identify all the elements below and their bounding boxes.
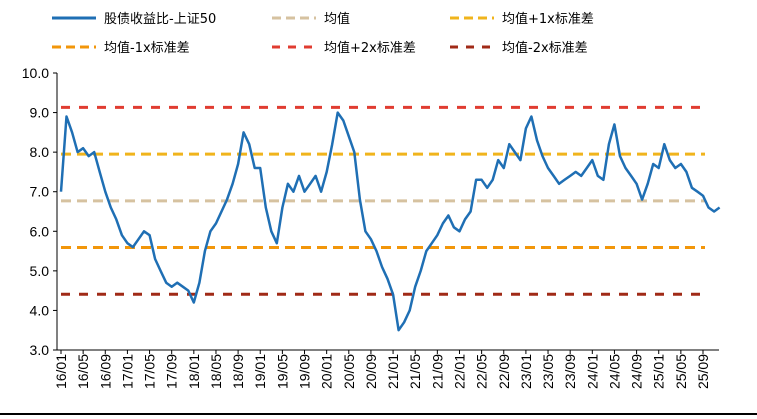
legend-label: 股债收益比-上证50 (104, 12, 216, 27)
series-line-pe-bond-ratio (59, 111, 721, 332)
legend-label: 均值+2x标准差 (324, 40, 416, 56)
x-tick-label: 18/01 (186, 354, 202, 389)
x-tick-label: 21/05 (407, 354, 423, 389)
x-tick-label: 23/01 (518, 354, 534, 389)
x-tick-label: 22/01 (451, 354, 467, 389)
x-tick-label: 21/09 (429, 354, 445, 389)
x-tick-label: 19/01 (252, 354, 268, 389)
x-tick-label: 21/01 (385, 354, 401, 389)
y-tick-label: 6.0 (30, 223, 50, 239)
x-tick-label: 23/09 (562, 354, 578, 389)
x-tick-label: 17/01 (119, 354, 135, 389)
legend-label: 均值 (324, 11, 350, 27)
x-tick-label: 25/05 (673, 354, 689, 389)
x-tick-label: 17/09 (164, 354, 180, 389)
x-tick-label: 20/05 (341, 354, 357, 389)
y-tick-label: 5.0 (30, 263, 50, 279)
x-tick-label: 23/05 (540, 354, 556, 389)
y-tick-label: 7.0 (30, 184, 50, 200)
x-tick-label: 18/05 (208, 354, 224, 389)
x-tick-label: 16/01 (53, 354, 69, 389)
x-tick-label: 16/09 (97, 354, 113, 389)
x-tick-label: 19/05 (274, 354, 290, 389)
x-tick-label: 20/09 (363, 354, 379, 389)
x-tick-label: 24/05 (606, 354, 622, 389)
legend-label: 均值-1x标准差 (104, 40, 190, 56)
y-tick-label: 10.0 (22, 65, 49, 81)
y-tick-label: 8.0 (30, 144, 50, 160)
x-tick-label: 22/05 (474, 354, 490, 389)
x-tick-label: 25/09 (695, 354, 711, 389)
y-tick-label: 4.0 (30, 302, 50, 318)
x-tick-label: 16/05 (75, 354, 91, 389)
legend-label: 均值+1x标准差 (502, 11, 594, 27)
x-tick-label: 25/01 (651, 354, 667, 389)
x-tick-label: 19/09 (297, 354, 313, 389)
x-tick-label: 20/01 (319, 354, 335, 389)
x-tick-label: 17/05 (142, 354, 158, 389)
x-tick-label: 24/01 (584, 354, 600, 389)
x-tick-label: 22/09 (496, 354, 512, 389)
legend-label: 均值-2x标准差 (502, 40, 588, 56)
y-tick-label: 9.0 (30, 105, 50, 121)
x-tick-label: 24/09 (629, 354, 645, 389)
x-tick-label: 18/09 (230, 354, 246, 389)
y-tick-label: 3.0 (30, 342, 50, 358)
